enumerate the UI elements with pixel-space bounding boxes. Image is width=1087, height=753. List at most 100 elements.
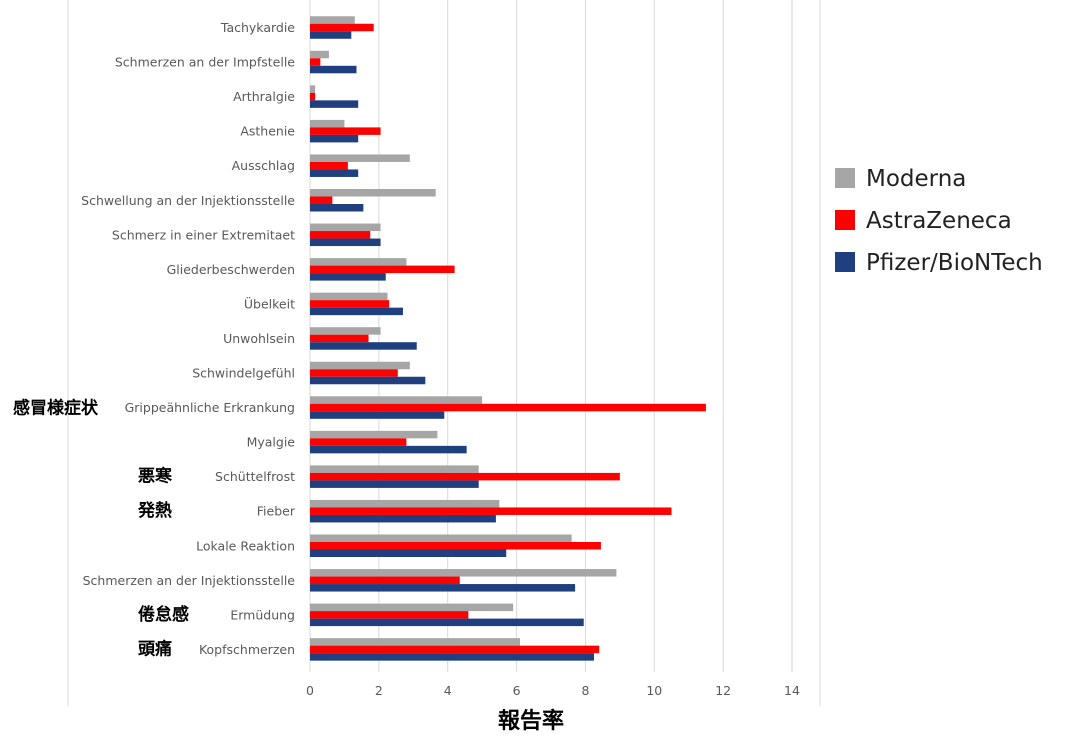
bar-pfizer-biontech — [310, 342, 417, 350]
bar-astrazeneca — [310, 58, 321, 66]
category-label: Ermüdung — [230, 607, 295, 622]
x-tick-label: 4 — [444, 683, 452, 698]
category-label: Schmerz in einer Extremitaet — [112, 227, 295, 242]
bar-moderna — [310, 223, 381, 232]
category-label: Schwindelgefühl — [192, 366, 295, 381]
legend-label: AstraZeneca — [866, 208, 1012, 234]
legend-swatch — [835, 168, 855, 188]
bar-moderna — [310, 292, 388, 301]
bar-moderna — [310, 499, 500, 508]
bar-pfizer-biontech — [310, 31, 352, 39]
category-label: Schwellung an der Injektionsstelle — [81, 193, 295, 208]
bar-pfizer-biontech — [310, 618, 584, 627]
x-tick-label: 6 — [513, 683, 521, 698]
bar-astrazeneca — [310, 92, 316, 101]
bar-pfizer-biontech — [310, 204, 364, 212]
x-tick-label: 0 — [306, 683, 314, 698]
bar-astrazeneca — [310, 611, 469, 619]
bar-pfizer-biontech — [310, 653, 595, 661]
bar-astrazeneca — [310, 334, 369, 343]
bar-moderna — [310, 534, 572, 542]
x-tick-label: 14 — [784, 683, 800, 698]
bar-moderna — [310, 85, 316, 93]
bar-pfizer-biontech — [310, 411, 445, 419]
bar-pfizer-biontech — [310, 480, 479, 488]
gridlines — [309, 0, 793, 672]
category-label: Ausschlag — [232, 158, 295, 173]
category-labels: Tachykardie Schmerzen an der Impfstelle Ar… — [81, 20, 296, 657]
category-label: Myalgie — [247, 435, 296, 450]
japanese-label: 倦怠感 — [138, 604, 189, 625]
category-label: Lokale Reaktion — [196, 538, 295, 553]
bar-astrazeneca — [310, 438, 407, 446]
bar-pfizer-biontech — [310, 445, 467, 454]
bar-moderna — [310, 361, 410, 370]
bar-astrazeneca — [310, 507, 672, 515]
bar-moderna — [310, 50, 329, 59]
x-tick-label: 10 — [646, 683, 662, 698]
japanese-label: 発熱 — [137, 500, 172, 521]
category-label: Asthenie — [240, 124, 295, 139]
bar-pfizer-biontech — [310, 238, 381, 247]
bar-pfizer-biontech — [310, 549, 507, 557]
bar-moderna — [310, 430, 438, 439]
bar-astrazeneca — [310, 265, 455, 274]
category-label: Kopfschmerzen — [199, 642, 295, 657]
bar-moderna — [310, 638, 521, 646]
bar-pfizer-biontech — [310, 514, 496, 523]
japanese-label: 悪寒 — [138, 466, 172, 487]
x-axis-label: 報告率 — [498, 708, 564, 734]
category-label: Schüttelfrost — [215, 469, 295, 484]
legend-swatch — [835, 252, 855, 272]
bar-astrazeneca — [310, 576, 460, 585]
japanese-label: 頭痛 — [138, 638, 172, 659]
legend: Moderna AstraZeneca Pfizer/BioNTech — [835, 166, 1043, 276]
x-tick-labels: 0 2 4 6 8 10 12 14 — [306, 683, 800, 698]
bar-astrazeneca — [310, 472, 620, 481]
category-label: Schmerzen an der Injektionsstelle — [83, 573, 296, 588]
x-tick-label: 8 — [581, 683, 589, 698]
bar-moderna — [310, 603, 514, 612]
legend-swatch — [835, 210, 855, 230]
legend-label: Moderna — [866, 166, 966, 192]
category-label: Grippeähnliche Erkrankung — [125, 400, 295, 415]
bar-astrazeneca — [310, 127, 381, 135]
bar-pfizer-biontech — [310, 134, 359, 143]
legend-label: Pfizer/BioNTech — [866, 250, 1043, 276]
category-label: Tachykardie — [220, 20, 295, 35]
bar-astrazeneca — [310, 645, 600, 654]
bar-astrazeneca — [310, 403, 706, 412]
category-label: Arthralgie — [233, 89, 295, 104]
bar-astrazeneca — [310, 542, 601, 550]
category-label: Schmerzen an der Impfstelle — [115, 55, 295, 70]
bar-astrazeneca — [310, 369, 398, 377]
bar-moderna — [310, 465, 479, 473]
bar-pfizer-biontech — [310, 100, 359, 108]
bar-pfizer-biontech — [310, 376, 426, 385]
bar-moderna — [310, 16, 355, 24]
category-label: Übelkeit — [244, 295, 295, 311]
bar-pfizer-biontech — [310, 584, 576, 592]
bar-pfizer-biontech — [310, 273, 386, 281]
bar-pfizer-biontech — [310, 169, 359, 177]
japanese-label: 感冒様症状 — [13, 398, 99, 419]
category-label: Gliederbeschwerden — [167, 262, 295, 277]
category-label: Fieber — [257, 504, 296, 519]
bars — [310, 16, 706, 661]
bar-moderna — [310, 154, 410, 162]
bar-astrazeneca — [310, 196, 333, 204]
bar-moderna — [310, 569, 617, 577]
bar-moderna — [310, 119, 345, 128]
bar-astrazeneca — [310, 161, 348, 170]
bar-astrazeneca — [310, 300, 390, 308]
bar-pfizer-biontech — [310, 307, 403, 316]
bar-astrazeneca — [310, 231, 371, 239]
bar-pfizer-biontech — [310, 65, 357, 74]
bar-moderna — [310, 258, 407, 266]
x-tick-label: 12 — [715, 683, 731, 698]
x-tick-label: 2 — [375, 683, 383, 698]
bar-moderna — [310, 327, 381, 335]
bar-moderna — [310, 189, 436, 197]
